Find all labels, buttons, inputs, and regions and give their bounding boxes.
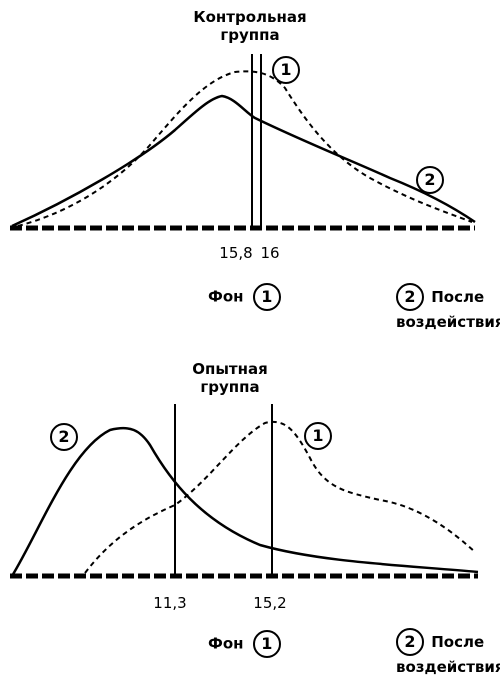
experimental-legend-after-line1: После (431, 632, 485, 651)
control-legend-background: Фон 1 (208, 283, 281, 311)
experimental-legend-after-num: 2 (396, 628, 424, 656)
experimental-legend-background-num: 1 (252, 630, 281, 658)
experimental-value-b: 15,2 (253, 594, 287, 612)
control-marker-2: 2 (416, 166, 444, 194)
experimental-curve-1-background (84, 420, 476, 574)
control-marker-1: 1 (272, 56, 300, 84)
experimental-value-a: 11,3 (153, 594, 187, 612)
experimental-legend-background: Фон 1 (208, 630, 281, 658)
experimental-title-line2: группа (200, 378, 260, 396)
control-title-line1: Контрольная (193, 8, 307, 26)
control-curve-2-after (11, 94, 476, 228)
control-title: Контрольная группа (180, 8, 320, 44)
experimental-legend-after: 2 После воздействия (396, 628, 500, 676)
control-legend-background-text: Фон (208, 287, 244, 306)
control-value-b: 16 (260, 244, 280, 262)
control-legend-after-num: 2 (396, 283, 424, 311)
control-legend-background-num: 1 (252, 283, 281, 311)
experimental-legend-background-text: Фон (208, 634, 244, 653)
experimental-title: Опытная группа (170, 360, 290, 396)
experimental-panel (10, 404, 479, 579)
experimental-legend-after-line2: воздействия (396, 658, 500, 676)
control-legend-after-line2: воздействия (396, 313, 500, 331)
experimental-title-line1: Опытная (192, 360, 268, 378)
control-curve-1-background (17, 70, 473, 227)
experimental-marker-1: 1 (304, 422, 332, 450)
control-legend-after: 2 После воздействия (396, 283, 500, 331)
control-legend-after-line1: После (431, 287, 485, 306)
experimental-curve-2-after (10, 426, 479, 577)
control-title-line2: группа (220, 26, 280, 44)
control-value-a: 15,8 (219, 244, 253, 262)
experimental-marker-2: 2 (50, 423, 78, 451)
control-panel (10, 54, 476, 231)
